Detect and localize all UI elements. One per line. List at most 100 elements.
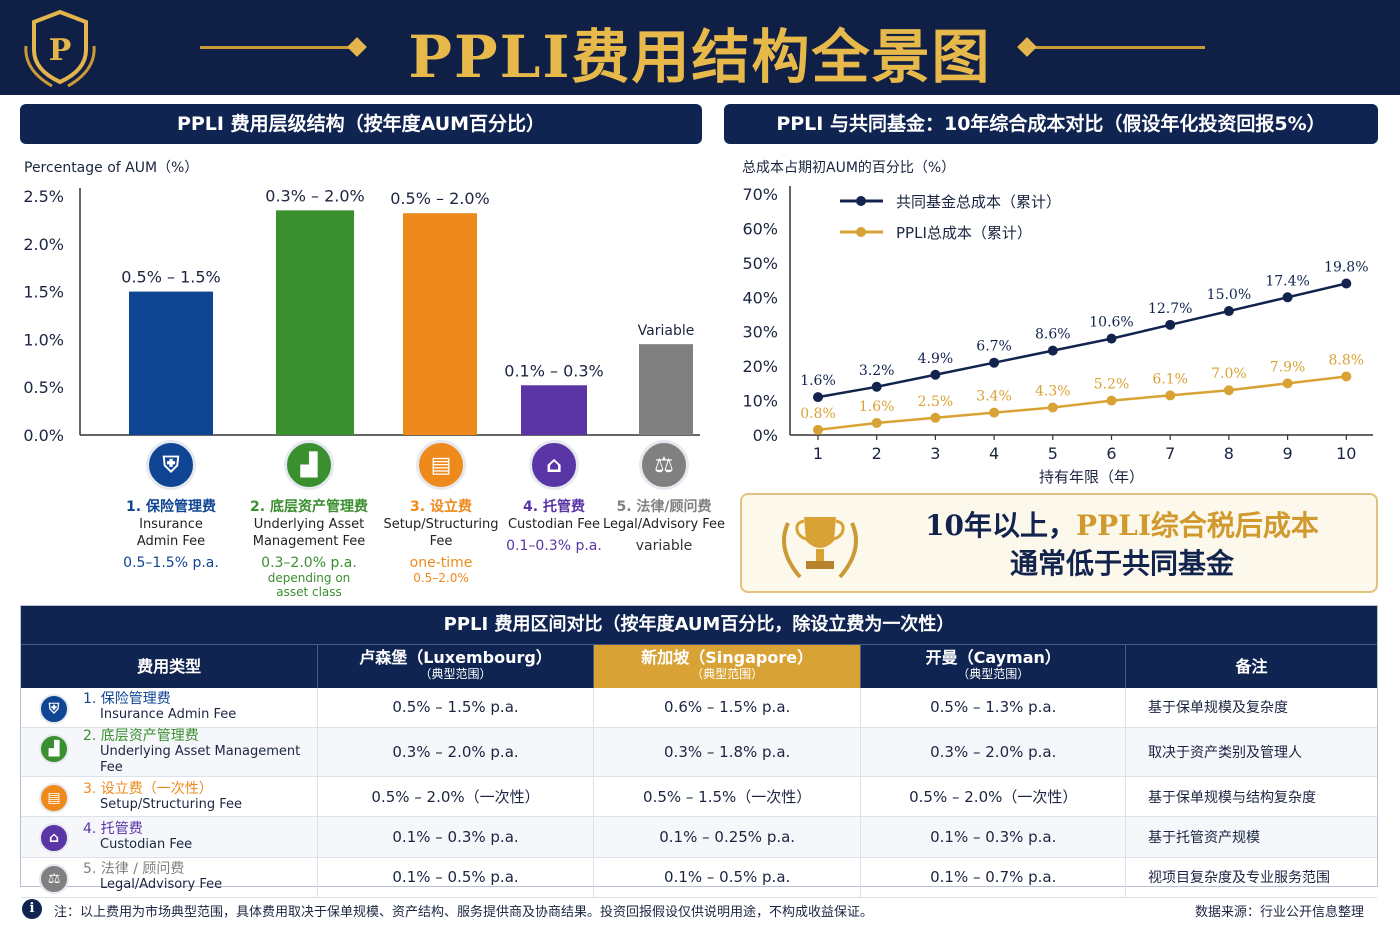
line-chart-xtick: 2	[872, 444, 882, 463]
footer-note: 注：以上费用为市场典型范围，具体费用取决于保单规模、资产结构、服务提供商及协商结…	[54, 905, 874, 920]
series-point-2	[930, 412, 941, 423]
series-data-label-1: 19.8%	[1324, 260, 1368, 276]
cell-singapore: 0.1% – 0.25% p.a.	[593, 816, 862, 858]
table-title: PPLI 费用区间对比（按年度AUM百分比，除设立费为一次性）	[21, 606, 1377, 644]
cell-cayman: 0.3% – 2.0% p.a.	[860, 727, 1127, 778]
fee-name-en-2: Admin Fee	[136, 534, 206, 549]
cell-cayman: 0.1% – 0.7% p.a.	[860, 857, 1127, 898]
row-fee-name-cn: 1. 保险管理费	[83, 691, 171, 708]
fee-range: one-time	[409, 555, 473, 571]
bar-chart-ytick: 0.5%	[23, 378, 64, 397]
header-luxembourg-sub: （典型范围）	[419, 667, 492, 682]
line-chart-xtick: 8	[1224, 444, 1234, 463]
series-point-1	[1047, 345, 1058, 356]
bar-5	[639, 344, 693, 435]
cell-note: 基于托管资产规模	[1125, 816, 1377, 858]
document-icon: ▤	[39, 783, 69, 814]
series-point-1	[813, 392, 823, 403]
series-data-label-2: 2.5%	[918, 394, 954, 410]
series-point-2	[1165, 390, 1176, 401]
series-point-2	[1106, 395, 1117, 406]
line-chart-ytick: 20%	[742, 357, 778, 376]
document-icon: ▤	[416, 440, 466, 490]
row-fee-name-en: Custodian Fee	[100, 836, 193, 852]
header-singapore: 新加坡（Singapore） （典型范围）	[593, 644, 862, 688]
row-fee-name-cn: 4. 托管费	[83, 820, 143, 837]
legend-marker-2	[856, 227, 866, 237]
fee-icon-column: ⚖ 5. 法律/顾问费 Legal/Advisory Fee variable	[594, 440, 734, 554]
header-singapore-sub: （典型范围）	[691, 667, 764, 682]
footer-source: 数据来源：行业公开信息整理	[1194, 905, 1364, 920]
table-row: ▤ 3. 设立费（一次性） Setup/Structuring Fee 0.5% – …	[21, 776, 1377, 818]
row-fee-name-en: Insurance Admin Fee	[100, 707, 237, 723]
line-chart-xtick: 1	[813, 444, 823, 463]
header-singapore-label: 新加坡（Singapore）	[641, 648, 814, 668]
shield-icon: ⛨	[39, 693, 69, 724]
fee-sub-2: asset class	[276, 585, 342, 599]
series-point-1	[1341, 278, 1352, 289]
series-point-1	[930, 369, 941, 380]
right-panel-title: PPLI 与共同基金：10年综合成本对比（假设年化投资回报5%）	[724, 104, 1378, 144]
series-point-1	[989, 357, 1000, 368]
shield-logo-icon: P	[24, 9, 96, 88]
row-fee-name-cn: 3. 设立费（一次性）	[83, 780, 213, 797]
fee-name-en: Setup/Structuring Fee	[383, 517, 499, 549]
bar-3	[403, 213, 477, 435]
table-row: ⚖ 5. 法律 / 顾问费 Legal/Advisory Fee 0.1% – 0.5…	[21, 857, 1377, 898]
series-point-1	[1223, 306, 1234, 317]
fee-icon-column: ⌂ 4. 托管费 Custodian Fee 0.1–0.3% p.a.	[484, 440, 624, 554]
table-row: ⌂ 4. 托管费 Custodian Fee 0.1% – 0.3% p.a. 0.1%…	[21, 816, 1377, 858]
bar-4	[521, 385, 587, 435]
series-line-1	[817, 282, 1347, 399]
series-point-2	[813, 424, 823, 435]
fee-name-cn: 5. 法律/顾问费	[616, 499, 712, 515]
conclusion-text: 10年以上，PPLI综合税后成本 通常低于共同基金	[882, 507, 1362, 583]
header-luxembourg-label: 卢森堡（Luxembourg）	[359, 648, 552, 668]
line-chart-ytick: 10%	[742, 392, 778, 411]
line-chart-ytick: 50%	[742, 254, 778, 273]
header-decor-line-left	[200, 46, 355, 49]
conclusion-line2: 通常低于共同基金	[1009, 547, 1234, 580]
cell-note: 基于保单规模及复杂度	[1125, 687, 1377, 729]
series-point-1	[871, 381, 882, 392]
legend-label-2: PPLI总成本（累计）	[896, 224, 1032, 242]
cell-fee-type: ⌂ 4. 托管费 Custodian Fee	[21, 816, 319, 858]
series-point-2	[1047, 402, 1058, 413]
fee-comparison-table: PPLI 费用区间对比（按年度AUM百分比，除设立费为一次性） 费用类型 卢森堡…	[20, 605, 1378, 898]
cell-fee-type: ▟ 2. 底层资产管理费 Underlying Asset Management F…	[21, 727, 319, 778]
bar-chart-ytick: 1.5%	[23, 283, 64, 302]
bar-2	[276, 210, 354, 435]
series-point-2	[871, 417, 882, 428]
fee-name-cn: 4. 托管费	[523, 499, 585, 515]
line-chart-ytick: 30%	[742, 323, 778, 342]
line-chart-xtick: 6	[1106, 444, 1116, 463]
line-chart-ytick: 40%	[742, 288, 778, 307]
series-point-1	[1165, 319, 1176, 330]
shield-icon: ⛨	[146, 440, 196, 490]
bar-1	[129, 291, 213, 435]
line-chart-xlabel: 持有年限（年）	[1039, 468, 1144, 486]
cell-singapore: 0.5% – 1.5%（一次性）	[593, 776, 862, 818]
scales-icon: ⚖	[639, 440, 689, 490]
line-chart-ytick: 0%	[753, 426, 778, 445]
cell-singapore: 0.6% – 1.5% p.a.	[593, 687, 862, 729]
bar-chart-ytick: 2.0%	[23, 235, 64, 254]
fee-range: 0.5–1.5% p.a.	[123, 555, 219, 571]
line-chart-xtick: 7	[1165, 444, 1175, 463]
header-luxembourg: 卢森堡（Luxembourg） （典型范围）	[317, 644, 594, 688]
growth-chart-icon: ▟	[284, 440, 334, 490]
series-data-label-1: 10.6%	[1089, 315, 1133, 331]
bar-chart-ytick: 2.5%	[23, 187, 64, 206]
bar-label-1: 0.5% – 1.5%	[121, 268, 220, 287]
fee-icon-column: ⛨ 1. 保险管理费 Insurance Admin Fee 0.5–1.5% p.a.	[101, 440, 241, 571]
conclusion-line1-a: 10年以上，	[925, 509, 1077, 542]
bar-label-5: Variable	[638, 323, 695, 339]
row-fee-name-cn: 5. 法律 / 顾问费	[83, 861, 185, 878]
series-data-label-2: 6.1%	[1152, 371, 1188, 387]
row-fee-name-en: Setup/Structuring Fee	[100, 796, 242, 812]
series-data-label-2: 0.8%	[800, 406, 836, 422]
bar-chart-ytick: 0.0%	[23, 426, 64, 445]
line-chart-xtick: 5	[1048, 444, 1058, 463]
fee-range: variable	[635, 538, 693, 554]
header-cayman-label: 开曼（Cayman）	[925, 648, 1061, 668]
